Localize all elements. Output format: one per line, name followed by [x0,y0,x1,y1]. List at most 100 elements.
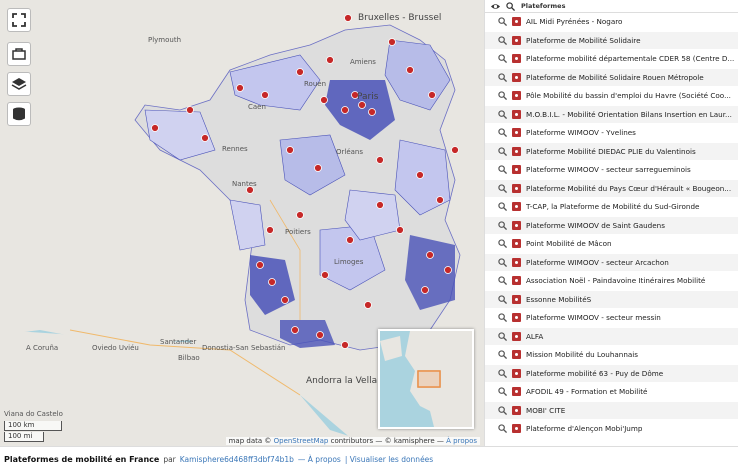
marker-icon [512,239,521,249]
zoom-icon[interactable] [498,73,507,82]
zoom-icon[interactable] [498,387,507,397]
zoom-icon[interactable] [498,276,507,286]
list-item[interactable]: Association Noël - Paindavoine Itinérair… [485,272,738,291]
zoom-icon[interactable] [498,17,507,27]
list-item-label[interactable]: Plateforme de Mobilité Solidaire [526,35,641,45]
marker-icon [512,54,521,64]
list-item[interactable]: Plateforme WIMOOV - secteur Arcachon [485,253,738,272]
attrib-about-link[interactable]: À propos [446,437,477,445]
zoom-icon[interactable] [498,147,507,156]
author-link[interactable]: Kamisphere6d468ff3dbf74b1b [179,454,294,464]
list-item-label[interactable]: Plateforme WIMOOV de Saint Gaudens [526,220,665,230]
list-item-label[interactable]: Mission Mobilité du Louhannais [526,350,639,360]
zoom-icon[interactable] [498,406,507,415]
list-item[interactable]: M.O.B.I.L. - Mobilité Orientation Bilans… [485,105,738,124]
zoom-icon[interactable] [498,369,507,378]
list-item-label[interactable]: Association Noël - Paindavoine Itinérair… [526,276,706,286]
marker-icon [512,72,521,82]
list-item-label[interactable]: Plateforme WIMOOV - Yvelines [526,128,636,138]
zoom-icon[interactable] [498,239,507,249]
zoom-icon[interactable] [498,165,507,175]
list-item[interactable]: Plateforme mobilité départementale CDER … [485,50,738,69]
about-link[interactable]: — À propos [297,454,341,464]
list-item-label[interactable]: Plateforme WIMOOV - secteur sarreguemino… [526,165,691,175]
list-item[interactable]: Plateforme WIMOOV - secteur sarreguemino… [485,161,738,180]
list-item-label[interactable]: Plateforme WIMOOV - secteur Arcachon [526,257,669,267]
list-item[interactable]: Plateforme d'Alençon Mobi'Jump [485,420,738,439]
place-amiens: Amiens [350,58,376,66]
list-item[interactable]: AIL Midi Pyrénées - Nogaro [485,13,738,32]
place-caen: Caen [248,103,266,111]
list-item-label[interactable]: ALFA [526,331,544,341]
osm-link[interactable]: OpenStreetMap [273,437,329,445]
zoom-icon[interactable] [498,313,507,323]
list-item[interactable]: ALFA [485,327,738,346]
layers-icon [11,78,27,90]
list-item-label[interactable]: Plateforme WIMOOV - secteur messin [526,313,661,323]
marker-icon [512,313,521,323]
fullscreen-button[interactable] [7,8,31,32]
zoom-icon[interactable] [498,184,507,193]
zoom-icon[interactable] [498,424,507,434]
zoom-icon[interactable] [498,221,507,230]
list-item-label[interactable]: Plateforme Mobilité du Pays Cœur d'Hérau… [526,183,732,193]
list-item-label[interactable]: Plateforme Mobilité DIEDAC PLIE du Valen… [526,146,696,156]
list-item-label[interactable]: Plateforme d'Alençon Mobi'Jump [526,424,643,434]
list-item-label[interactable]: AFODIL 49 - Formation et Mobilité [526,387,648,397]
list-item-label[interactable]: Essonne MobilitéS [526,294,592,304]
zoom-icon[interactable] [498,295,507,304]
zoom-icon[interactable] [506,1,515,11]
list-item[interactable]: Plateforme de Mobilité Solidaire [485,31,738,50]
panel-title: Plateformes [521,2,566,10]
zoom-icon[interactable] [498,36,507,45]
minimap-canvas [380,331,472,427]
marker-icon [512,368,521,378]
zoom-icon[interactable] [498,54,507,64]
zoom-icon[interactable] [498,350,507,360]
zoom-icon[interactable] [498,110,507,119]
eye-icon[interactable] [491,2,500,11]
zoom-icon[interactable] [498,332,507,341]
minimap[interactable] [378,329,474,429]
list-item-label[interactable]: Plateforme mobilité départementale CDER … [526,54,735,64]
list-item-label[interactable]: Plateforme de Mobilité Solidaire Rouen M… [526,72,704,82]
scale-mi: 100 mi [4,432,44,442]
zoom-icon[interactable] [498,202,507,212]
list-item-label[interactable]: Point Mobilité de Mâcon [526,239,612,249]
list-item[interactable]: Plateforme WIMOOV - Yvelines [485,124,738,143]
map-view[interactable]: Bruxelles - Brussel Plymouth Amiens Roue… [0,0,484,446]
list-item[interactable]: AFODIL 49 - Formation et Mobilité [485,383,738,402]
embed-button[interactable] [7,42,31,66]
data-button[interactable] [7,102,31,126]
place-rennes: Rennes [222,145,248,153]
list-item-label[interactable]: M.O.B.I.L. - Mobilité Orientation Bilans… [526,109,732,119]
marker-icon [512,183,521,193]
list-item[interactable]: T-CAP, la Plateforme de Mobilité du Sud-… [485,198,738,217]
list-item[interactable]: Plateforme de Mobilité Solidaire Rouen M… [485,68,738,87]
list-item-label[interactable]: Plateforme mobilité 63 - Puy de Dôme [526,368,664,378]
embed-icon [12,48,26,60]
list-item[interactable]: Point Mobilité de Mâcon [485,235,738,254]
marker-icon [512,91,521,101]
list-item[interactable]: Plateforme Mobilité DIEDAC PLIE du Valen… [485,142,738,161]
zoom-icon[interactable] [498,91,507,101]
view-data-link[interactable]: | Visualiser les données [344,454,434,464]
list-item[interactable]: MOBI' CITE [485,401,738,420]
list-item[interactable]: Pôle Mobilité du bassin d'emploi du Havr… [485,87,738,106]
layers-button[interactable] [7,72,31,96]
map-base [0,0,484,446]
list-item-label[interactable]: AIL Midi Pyrénées - Nogaro [526,17,623,27]
list-item-label[interactable]: T-CAP, la Plateforme de Mobilité du Sud-… [526,202,700,212]
list-item[interactable]: Plateforme mobilité 63 - Puy de Dôme [485,364,738,383]
list-item[interactable]: Essonne MobilitéS [485,290,738,309]
list-item[interactable]: Plateforme WIMOOV de Saint Gaudens [485,216,738,235]
zoom-icon[interactable] [498,128,507,138]
list-item[interactable]: Mission Mobilité du Louhannais [485,346,738,365]
list-item[interactable]: Plateforme Mobilité du Pays Cœur d'Hérau… [485,179,738,198]
zoom-icon[interactable] [498,258,507,267]
marker-icon [512,350,521,360]
list-item[interactable]: Plateforme WIMOOV - secteur messin [485,309,738,328]
list-item-label[interactable]: MOBI' CITE [526,405,566,415]
marker-icon [512,17,521,27]
list-item-label[interactable]: Pôle Mobilité du bassin d'emploi du Havr… [526,91,731,101]
